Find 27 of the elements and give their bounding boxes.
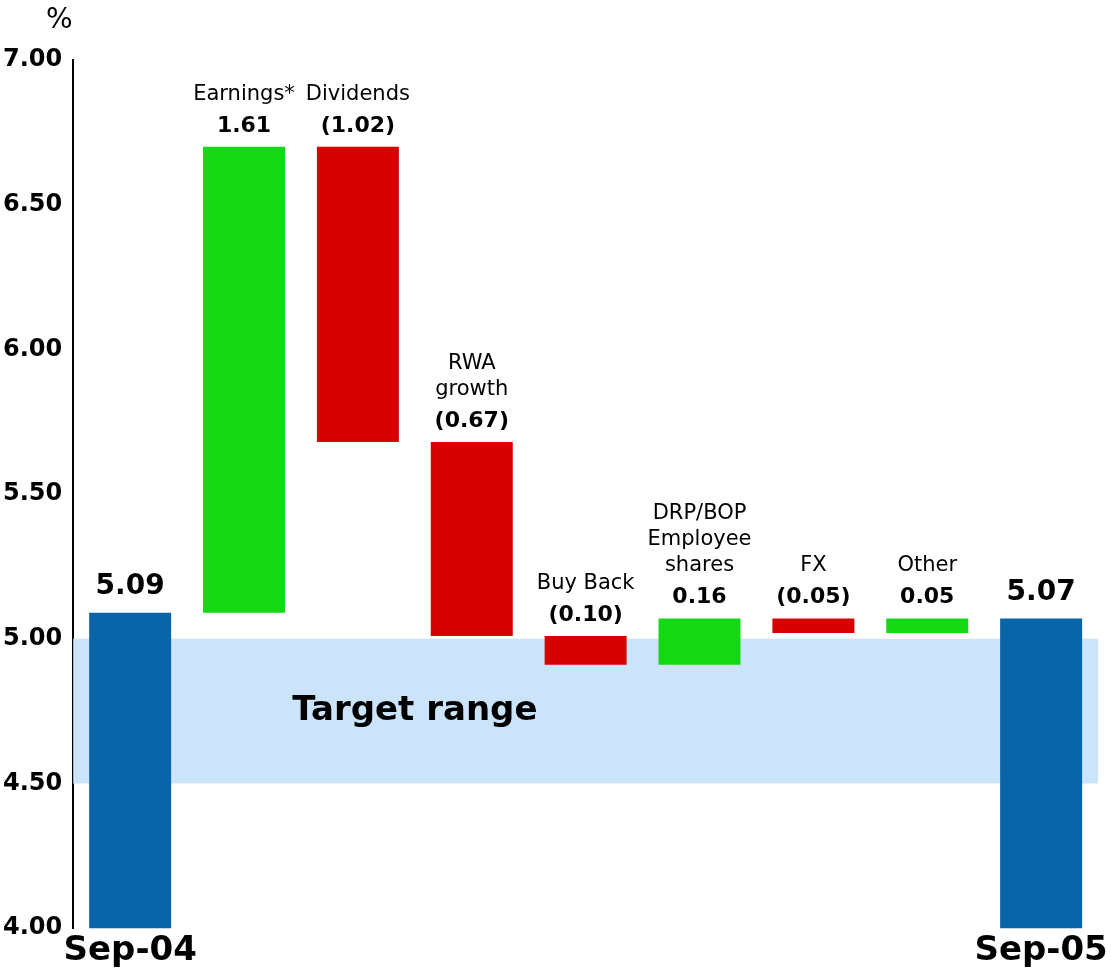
data-label: (0.05) — [776, 583, 851, 609]
data-label: 5.09 — [95, 568, 165, 602]
x-tick-label: FX — [800, 552, 827, 577]
x-tick-label: Sep-05 — [974, 928, 1108, 969]
x-tick-label: Sep-04 — [63, 928, 197, 969]
y-tick-label: 4.00 — [3, 912, 63, 941]
y-tick-label: 6.00 — [3, 333, 63, 362]
data-label: (0.10) — [548, 600, 623, 626]
data-label: (1.02) — [320, 111, 396, 137]
data-label: 1.61 — [216, 111, 272, 137]
x-tick-label: Earnings* — [193, 80, 295, 105]
x-tick-label: DRP/BOP Employee shares — [647, 500, 752, 577]
data-label: (0.67) — [434, 406, 509, 432]
y-tick-label: 5.00 — [3, 623, 63, 652]
y-axis-title: % — [46, 2, 73, 35]
y-tick-label: 7.00 — [3, 44, 63, 73]
data-label: 5.07 — [1006, 573, 1076, 607]
y-tick-label: 4.50 — [3, 767, 63, 796]
x-tick-label: Buy Back — [536, 569, 636, 594]
y-tick-label: 6.50 — [3, 188, 63, 217]
data-label: 0.16 — [672, 583, 727, 609]
x-tick-label: Dividends — [305, 80, 410, 105]
data-label: 0.05 — [900, 583, 955, 609]
y-tick-label: 5.50 — [3, 478, 63, 507]
band-label: Target range — [292, 687, 538, 728]
x-tick-label: RWA growth — [435, 349, 509, 400]
x-tick-label: Other — [897, 552, 958, 577]
